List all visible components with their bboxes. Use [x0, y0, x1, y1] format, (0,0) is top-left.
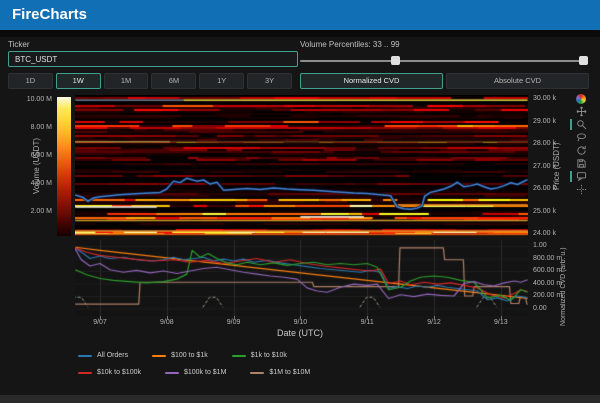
- volume-percentiles-slider[interactable]: [300, 56, 589, 66]
- legend-row-1: All Orders $100 to $1k $1k to $10k: [78, 352, 287, 359]
- timeframe-button-1m[interactable]: 1M: [103, 73, 149, 89]
- plotly-logo-icon[interactable]: [574, 93, 588, 104]
- save-image-icon[interactable]: [574, 158, 588, 169]
- volume-tick: 6.00 M: [30, 152, 52, 159]
- volume-tick: 10.00 M: [26, 96, 52, 103]
- legend-swatch: [164, 371, 179, 374]
- volume-percentiles-label: Volume Percentiles: 33 .. 99: [300, 40, 400, 49]
- legend-swatch: [78, 371, 92, 374]
- slider-rail[interactable]: [300, 60, 588, 62]
- timeframe-button-6m[interactable]: 6M: [151, 73, 197, 89]
- price-tick: 29.00 k: [533, 117, 556, 125]
- date-tick: 9/10: [293, 319, 308, 326]
- price-tick: 28.00 k: [533, 140, 556, 147]
- timeframe-button-3y[interactable]: 3Y: [247, 73, 292, 89]
- legend-swatch: [250, 371, 265, 374]
- date-tick: 9/07: [93, 319, 107, 326]
- date-tick: 9/09: [226, 319, 241, 326]
- legend-label: $1M to $10M: [269, 369, 311, 376]
- cvd-tick: 200.00 m: [533, 292, 563, 299]
- legend-item-all-orders[interactable]: All Orders: [78, 352, 128, 359]
- chart-modebar: [570, 93, 594, 195]
- date-tickmark: [500, 316, 502, 319]
- price-tick: 24.00 k: [533, 230, 556, 237]
- cvd-mode-button-normalized-cvd[interactable]: Normalized CVD: [300, 73, 443, 89]
- legend-label: $10k to $100k: [97, 369, 141, 376]
- cvd-tick: 1.00: [533, 242, 547, 249]
- date-tickmark: [300, 316, 302, 319]
- price-tick: 26.00 k: [533, 185, 556, 192]
- date-tick: 9/11: [360, 319, 374, 326]
- timeframe-button-1y[interactable]: 1Y: [199, 73, 245, 89]
- legend-item--10k-to-100k[interactable]: $10k to $100k: [78, 369, 141, 376]
- legend-item--100k-to-1m[interactable]: $100k to $1M: [164, 369, 227, 376]
- date-tick: 9/13: [493, 319, 508, 326]
- legend-label: $100 to $1k: [171, 352, 208, 359]
- cvd-tick: 800.00 m: [533, 254, 563, 262]
- legend-item--1m-to-10m[interactable]: $1M to $10M: [250, 369, 310, 376]
- volume-heatmap-canvas[interactable]: [75, 95, 528, 236]
- date-tickmark: [166, 316, 168, 319]
- cvd-mode-button-group: Normalized CVD Absolute CVD: [300, 73, 589, 89]
- toggle-spikelines-icon[interactable]: [574, 184, 588, 195]
- volume-tick: 4.00 M: [30, 180, 52, 187]
- cvd-mode-button-absolute-cvd[interactable]: Absolute CVD: [446, 73, 589, 89]
- header-divider: [0, 30, 600, 37]
- box-zoom-icon[interactable]: [570, 119, 588, 130]
- volume-tick: 8.00 M: [30, 124, 52, 131]
- legend-row-2: $10k to $100k $100k to $1M $1M to $10M: [78, 369, 310, 376]
- date-tick: 9/08: [159, 319, 174, 326]
- legend-swatch: [78, 354, 92, 357]
- price-axis-label: Price (USDT): [552, 142, 561, 191]
- date-tickmark: [100, 316, 101, 319]
- cvd-tick: 400.00 m: [533, 279, 563, 287]
- lasso-select-icon[interactable]: [574, 132, 588, 143]
- legend-item--1k-to-10k[interactable]: $1k to $10k: [231, 352, 287, 359]
- price-tick: 27.00 k: [533, 162, 556, 170]
- pan-icon[interactable]: [574, 106, 588, 117]
- timeframe-button-group: 1D 1W 1M 6M 1Y 3Y: [8, 73, 292, 89]
- timeframe-button-1w[interactable]: 1W: [55, 73, 101, 89]
- ticker-label: Ticker: [8, 40, 30, 49]
- cvd-axis-label: Normalized CVD (arb. u.): [560, 247, 567, 327]
- hover-closest-icon[interactable]: [570, 171, 588, 182]
- price-tick: 25.00 k: [533, 207, 556, 215]
- legend-label: All Orders: [97, 352, 129, 359]
- cvd-tick: 0.00: [533, 304, 547, 312]
- date-tickmark: [367, 316, 369, 319]
- date-tickmark: [434, 316, 435, 319]
- slider-handle-high[interactable]: [579, 56, 589, 65]
- ticker-input[interactable]: [8, 51, 298, 67]
- legend-swatch: [231, 354, 246, 357]
- volume-tick: 2.00 M: [30, 208, 52, 215]
- price-tick: 30.00 k: [533, 95, 556, 102]
- app-header: FireCharts: [0, 0, 600, 30]
- x-axis-label: Date (UTC): [276, 328, 323, 338]
- legend-label: $1k to $10k: [250, 352, 287, 359]
- legend-item--100-to-1k[interactable]: $100 to $1k: [152, 352, 208, 359]
- app-title: FireCharts: [12, 6, 88, 23]
- slider-handle-low[interactable]: [391, 56, 401, 65]
- normalized-cvd-canvas[interactable]: [75, 240, 528, 316]
- date-tick: 9/12: [427, 319, 441, 326]
- timeframe-button-1d[interactable]: 1D: [8, 73, 53, 89]
- volume-colorbar: [57, 97, 71, 236]
- legend-label: $100k to $1M: [183, 369, 227, 376]
- legend-swatch: [152, 354, 167, 357]
- cvd-tick: 600.00 m: [533, 267, 563, 274]
- autoscale-icon[interactable]: [574, 145, 588, 156]
- page-footer-strip: [0, 395, 600, 403]
- date-tickmark: [233, 316, 235, 319]
